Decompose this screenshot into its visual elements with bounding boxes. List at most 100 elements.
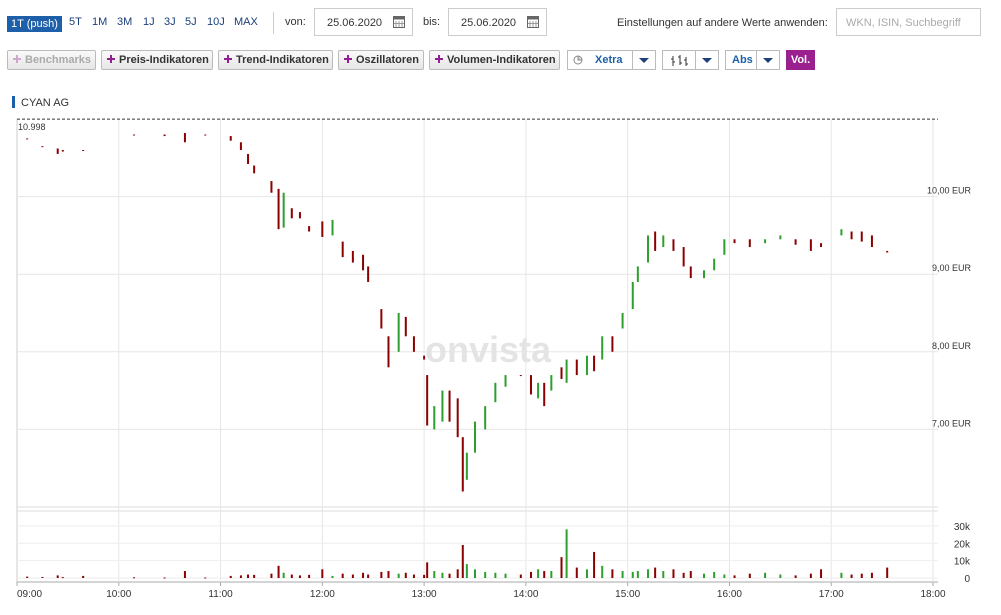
candle	[504, 375, 507, 387]
volume-bar	[404, 572, 407, 578]
to-date-text: 25.06.2020	[461, 17, 517, 29]
volume-bar	[183, 571, 186, 578]
candle	[183, 132, 186, 143]
volume-bar	[367, 574, 370, 578]
candle	[529, 375, 532, 395]
volume-bar	[412, 574, 415, 578]
chart-type-dropdown[interactable]	[662, 50, 719, 70]
x-tick-label: 18:00	[920, 589, 945, 600]
period-tab[interactable]: 1M	[92, 16, 108, 28]
volume-bar	[397, 573, 400, 578]
volume-bar	[565, 529, 568, 578]
scale-dropdown[interactable]: Abs	[725, 50, 780, 70]
from-date[interactable]: 25.06.2020	[314, 8, 413, 36]
candle	[133, 134, 136, 136]
dropdown-arrow[interactable]	[632, 51, 655, 69]
volume-bar	[733, 575, 736, 578]
volume-toggle[interactable]: Vol.	[786, 50, 815, 70]
candle	[723, 239, 726, 255]
period-tab[interactable]: 3M	[117, 16, 133, 28]
candle	[290, 208, 293, 219]
candle	[809, 239, 812, 251]
volume-bar	[247, 574, 250, 578]
volume-bar	[860, 573, 863, 578]
x-tick-label: 17:00	[819, 589, 844, 600]
x-tick-label: 13:00	[412, 589, 437, 600]
dropdown-arrow[interactable]	[695, 51, 718, 69]
period-tab[interactable]: 3J	[164, 16, 176, 28]
volume-bar	[41, 576, 44, 578]
to-label: bis:	[423, 16, 441, 28]
candle	[441, 390, 444, 422]
indicator-button[interactable]: Volumen-Indikatoren	[429, 50, 560, 70]
volume-bar	[133, 577, 136, 579]
volume-bar	[850, 574, 853, 578]
candle	[247, 153, 250, 165]
candle	[404, 316, 407, 337]
volume-bar	[647, 569, 650, 578]
candle	[26, 138, 29, 140]
volume-bar	[560, 557, 563, 578]
volume-bar	[703, 573, 705, 578]
candle	[253, 165, 256, 174]
volume-bar	[537, 569, 540, 578]
candle	[733, 239, 736, 244]
period-tab[interactable]: MAX	[234, 16, 258, 28]
volume-bar	[672, 569, 675, 578]
candle	[672, 239, 675, 251]
candle	[886, 250, 889, 253]
candle	[560, 367, 563, 379]
volume-bar	[229, 575, 232, 578]
candle	[631, 281, 634, 310]
benchmarks-button[interactable]: Benchmarks	[7, 50, 96, 70]
volume-bar	[748, 573, 751, 578]
candle	[850, 231, 853, 240]
candle	[748, 239, 751, 248]
candle	[412, 336, 415, 352]
volume-bar	[433, 571, 436, 578]
candle	[465, 452, 468, 480]
volume-bar	[809, 573, 812, 578]
candle	[204, 134, 207, 136]
indicator-button[interactable]: Oszillatoren	[338, 50, 424, 70]
period-tab[interactable]: 1T (push)	[7, 16, 62, 32]
period-tab[interactable]: 5J	[185, 16, 197, 28]
volume-bar	[654, 567, 657, 578]
exchange-dropdown[interactable]: Xetra	[567, 50, 656, 70]
period-tab[interactable]: 1J	[143, 16, 155, 28]
candle	[229, 136, 232, 141]
period-tab[interactable]: 5T	[69, 16, 82, 28]
volume-bar	[636, 571, 639, 578]
candle	[321, 221, 324, 237]
calendar-icon[interactable]	[527, 16, 539, 28]
volume-bar	[794, 575, 797, 578]
candle	[585, 355, 588, 376]
candle	[689, 266, 692, 279]
candle	[621, 313, 624, 329]
candle	[779, 235, 782, 240]
candle	[433, 406, 436, 430]
x-tick-label: 11:00	[208, 589, 233, 600]
candle	[308, 226, 311, 232]
volume-bar	[204, 577, 207, 579]
indicator-button[interactable]: Trend-Indikatoren	[218, 50, 333, 70]
candle	[654, 231, 657, 251]
candle	[351, 250, 354, 263]
ohlc-icon	[671, 55, 688, 66]
to-date[interactable]: 25.06.2020	[448, 8, 547, 36]
candle	[277, 188, 280, 230]
search-input[interactable]: WKN, ISIN, Suchbegriff	[836, 8, 981, 36]
volume-bar	[331, 575, 334, 578]
volume-bar	[380, 571, 383, 578]
y-tick-label: 10,00 EUR	[927, 186, 972, 196]
candle	[494, 382, 497, 403]
calendar-icon[interactable]	[393, 16, 405, 28]
dropdown-arrow[interactable]	[756, 51, 779, 69]
period-tab[interactable]: 10J	[207, 16, 225, 28]
indicator-button[interactable]: Preis-Indikatoren	[101, 50, 213, 70]
volume-bar	[529, 571, 532, 578]
candle	[575, 359, 578, 376]
candle	[519, 375, 522, 377]
